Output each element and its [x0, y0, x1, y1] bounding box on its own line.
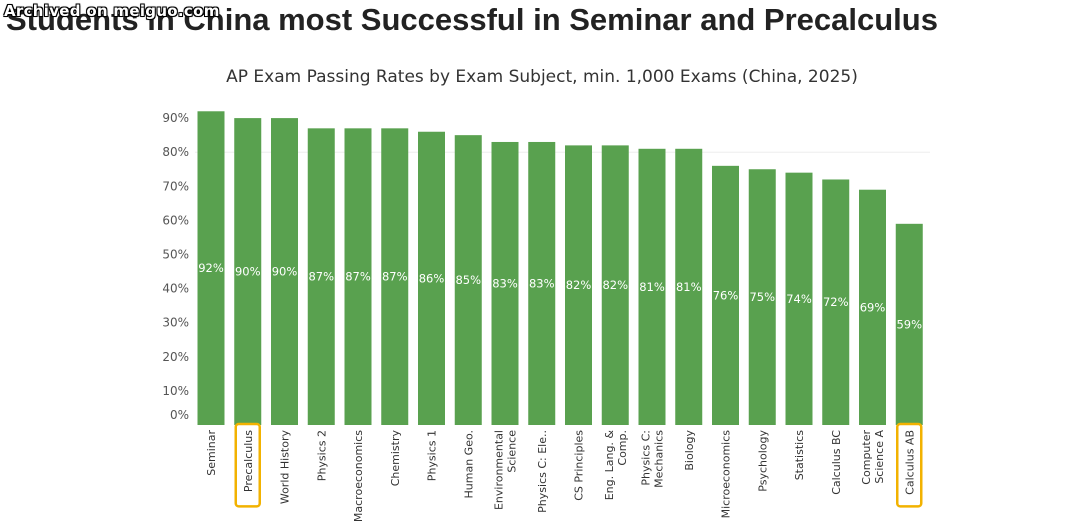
- x-category-label: Eng. Lang. &: [603, 430, 616, 501]
- x-axis: Seminar Precalculus World History Physics 2…: [205, 422, 923, 522]
- bar: [712, 165, 739, 425]
- page-headline: Students in China most Successful in Sem…: [6, 2, 938, 37]
- highlight-box: [234, 422, 261, 508]
- highlight-box: [896, 422, 923, 508]
- bar-value-label: 90%: [235, 265, 261, 279]
- bar-value-label: 81%: [639, 280, 665, 294]
- x-category-label: Mechanics: [653, 430, 666, 488]
- x-category-label: Physics 2: [315, 430, 328, 481]
- x-category-label: Computer: [860, 430, 873, 485]
- x-category-label: Science A: [873, 430, 886, 484]
- y-tick-label: 30%: [162, 316, 189, 330]
- bar-value-label: 92%: [198, 261, 224, 275]
- bar: [748, 169, 776, 425]
- bar-value-label: 83%: [529, 276, 555, 290]
- bar: [528, 141, 556, 425]
- bars: 92% 90% 90% 87% 87% 87% 86% 85% 83% 83% 82% 82% 81% 8…: [197, 111, 923, 426]
- x-category-label: Chemistry: [389, 430, 402, 487]
- x-category-label: Physics C: Ele..: [536, 430, 549, 513]
- bar-value-label: 75%: [749, 290, 775, 304]
- bar-value-label: 69%: [860, 300, 886, 314]
- bar-value-label: 86%: [419, 271, 445, 285]
- bar-value-label: 59%: [896, 317, 922, 331]
- bar: [895, 223, 923, 425]
- bar: [344, 128, 372, 425]
- bar-value-label: 87%: [345, 270, 371, 284]
- bar: [197, 111, 225, 425]
- bar-value-label: 90%: [272, 265, 298, 279]
- bar-value-label: 72%: [823, 295, 849, 309]
- x-category-label: CS Principles: [573, 430, 586, 501]
- bar: [822, 179, 850, 425]
- bar: [601, 145, 629, 425]
- bar: [418, 131, 445, 426]
- x-category-label: Psychology: [756, 430, 769, 492]
- bar-value-label: 81%: [676, 280, 702, 294]
- bar: [491, 141, 519, 425]
- x-category-label: Macroeconomics: [352, 430, 365, 522]
- y-tick-label: 70%: [162, 179, 189, 193]
- y-tick-label: 50%: [162, 248, 189, 262]
- bar: [271, 118, 298, 425]
- bar: [565, 145, 592, 425]
- bar-value-label: 87%: [382, 270, 408, 284]
- x-category-label: Precalculus: [242, 430, 255, 492]
- x-category-label: Statistics: [793, 430, 806, 481]
- bar-value-label: 82%: [602, 278, 628, 292]
- x-category-label: Calculus BC: [830, 430, 843, 495]
- x-category-label: Physics C:: [640, 430, 653, 486]
- x-category-label: Human Geo.: [462, 430, 475, 499]
- bar: [859, 189, 886, 425]
- bar: [638, 148, 666, 426]
- bar: [785, 172, 813, 425]
- bar: [381, 128, 409, 425]
- watermark-text: Archived on meiguo.com: [4, 2, 220, 20]
- y-tick-label: 0%: [170, 408, 189, 422]
- chart-title: AP Exam Passing Rates by Exam Subject, m…: [226, 67, 858, 87]
- x-category-label: Comp.: [616, 430, 629, 466]
- x-category-label: World History: [279, 430, 292, 505]
- bar-value-label: 74%: [786, 292, 812, 306]
- x-category-label: Biology: [683, 430, 696, 471]
- x-category-label: Seminar: [205, 430, 218, 476]
- bar: [234, 118, 262, 425]
- bar-value-label: 83%: [492, 276, 518, 290]
- x-category-label: Science: [506, 430, 519, 473]
- x-category-label: Microeconomics: [720, 430, 733, 519]
- bar-value-label: 87%: [308, 270, 334, 284]
- y-tick-label: 60%: [162, 213, 189, 227]
- y-tick-label: 20%: [162, 350, 189, 364]
- x-category-label: Environmental: [493, 430, 506, 510]
- y-tick-label: 40%: [162, 282, 189, 296]
- bar: [675, 148, 703, 426]
- bar-value-label: 82%: [566, 278, 592, 292]
- x-category-label: Calculus AB: [903, 430, 916, 495]
- y-tick-label: 90%: [162, 111, 189, 125]
- y-tick-label: 80%: [162, 145, 189, 159]
- y-axis: 0% 10% 20% 30% 40% 50% 60% 70% 80% 90%: [162, 111, 189, 422]
- y-tick-label: 10%: [162, 384, 189, 398]
- bar-value-label: 85%: [455, 273, 481, 287]
- bar: [454, 135, 482, 425]
- x-category-label: Physics 1: [426, 430, 439, 481]
- bar-value-label: 76%: [713, 288, 739, 302]
- bar: [307, 128, 335, 425]
